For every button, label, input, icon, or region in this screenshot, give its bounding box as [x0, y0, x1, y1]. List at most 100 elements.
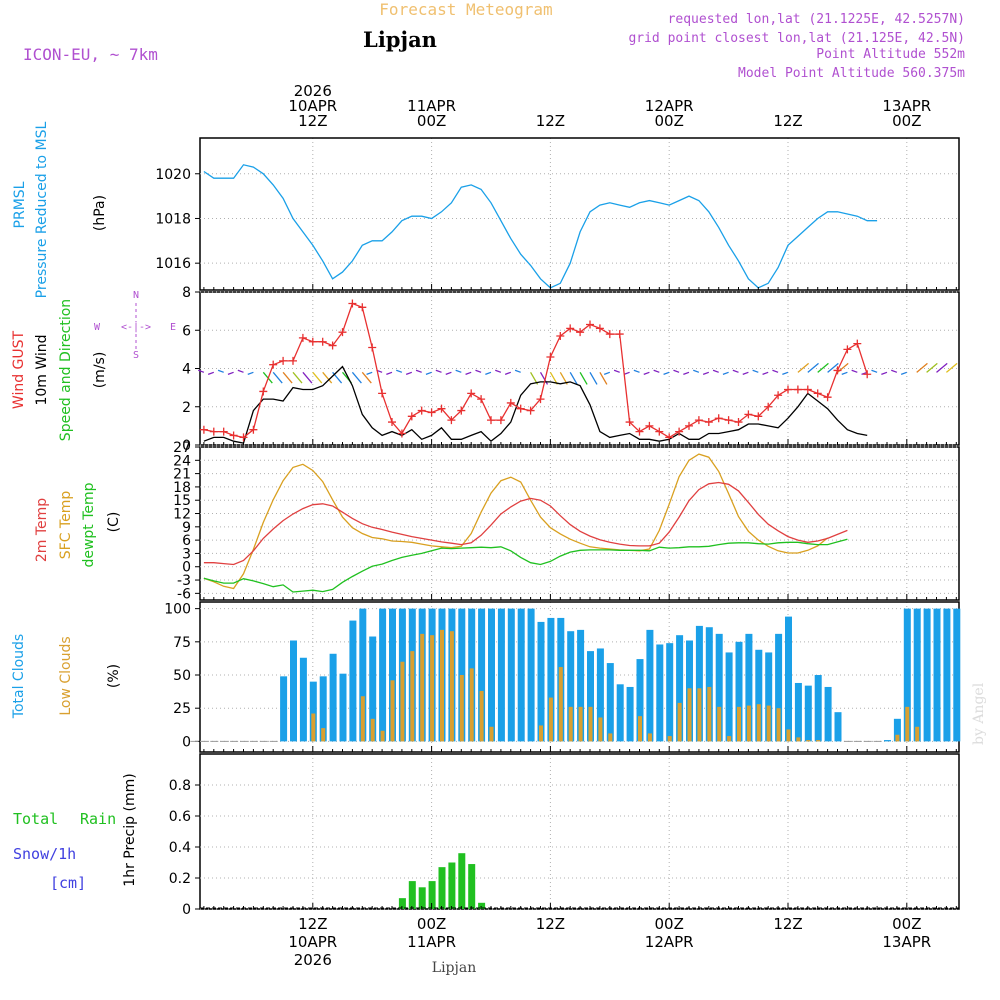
- wind-direction-arrow: [485, 371, 492, 375]
- grid-coords: grid point closest lon,lat (21.125E, 42.…: [628, 31, 965, 46]
- gust-label: Wind GUST: [11, 330, 27, 409]
- bottom-time-label: 11APR: [407, 933, 456, 951]
- total-cloud-bar: [745, 633, 753, 742]
- gust-line-marker: [536, 395, 545, 404]
- wind-direction-arrow: [673, 369, 680, 373]
- wind-direction-arrow: [207, 371, 215, 375]
- rain-bar: [478, 902, 486, 909]
- compass-icon: N S W E <-|->: [94, 290, 176, 361]
- gust-line-marker: [407, 412, 416, 421]
- low-cloud-bar: [608, 733, 613, 742]
- gust-line-marker: [863, 370, 872, 379]
- top-time-label: 12APR: [645, 97, 694, 115]
- y-tick-label: 50: [173, 668, 191, 684]
- low-cloud-bar: [746, 705, 751, 742]
- total-cloud-bar: [497, 608, 505, 742]
- wind-direction-arrow: [302, 371, 313, 384]
- wind-direction-arrow: [683, 371, 690, 375]
- gust-line: [203, 302, 868, 439]
- wind-direction-arrow: [891, 369, 898, 373]
- top-time-label: 00Z: [892, 112, 921, 130]
- gust-line-marker: [219, 427, 228, 436]
- gust-line-marker: [556, 331, 565, 340]
- total-cloud-bar: [933, 608, 941, 742]
- svg-text:E: E: [170, 322, 176, 333]
- total-cloud-bar: [488, 608, 495, 742]
- total-cloud-bar: [507, 608, 515, 742]
- total-cloud-bar: [458, 608, 466, 742]
- wind-direction-arrow: [945, 362, 958, 373]
- low-cloud-bar: [816, 740, 821, 742]
- total-cloud-bar: [319, 676, 327, 742]
- wind-direction-arrow: [817, 362, 829, 373]
- gust-line-marker: [685, 421, 693, 430]
- y-tick-label: 21: [173, 467, 191, 483]
- temp2m-label: 2m Temp: [34, 498, 50, 562]
- y-tick-label: 12: [173, 507, 191, 523]
- gust-line-marker: [576, 328, 585, 337]
- total-cloud-bar: [676, 635, 684, 742]
- gust-line-marker: [803, 385, 812, 394]
- precip-total-label: Total: [13, 810, 58, 828]
- gust-line-marker: [496, 416, 505, 425]
- total-cloud-bar: [884, 740, 891, 742]
- low-cloud-bar: [727, 736, 732, 742]
- low-cloud-bar: [311, 713, 316, 742]
- gust-line-marker: [318, 337, 327, 346]
- low-cloud-bar: [806, 740, 811, 742]
- gust-line-marker: [506, 398, 515, 407]
- gust-line-marker: [833, 366, 842, 375]
- wind-direction-arrow: [217, 369, 224, 373]
- requested-coords: requested lon,lat (21.1225E, 42.5257N): [668, 12, 965, 27]
- wind-direction-arrow: [653, 369, 660, 373]
- wind-direction-arrow: [663, 371, 670, 375]
- total-cloud-bar: [705, 627, 713, 742]
- gust-line-marker: [209, 427, 218, 436]
- c-label: (C): [106, 512, 122, 533]
- gust-line-marker: [724, 416, 733, 425]
- total-cloud-bar: [755, 649, 763, 742]
- low-cloud-bar: [370, 718, 375, 742]
- total-cloud-bar: [349, 620, 357, 742]
- y-tick-label: 3: [182, 546, 191, 562]
- bottom-time-label: 12APR: [645, 933, 694, 951]
- wind-direction-arrow: [772, 369, 779, 373]
- bottom-time-label: 12Z: [536, 915, 565, 933]
- gust-line-marker: [388, 418, 396, 427]
- low-cloud-bar: [539, 725, 543, 742]
- wind-direction-arrow: [455, 369, 462, 373]
- y-tick-label: -6: [177, 586, 191, 602]
- dir-label: Speed and Direction: [58, 299, 74, 441]
- wind-direction-arrow: [693, 369, 700, 373]
- gust-line-marker: [457, 406, 466, 415]
- wind-direction-arrow: [514, 369, 521, 373]
- total-cloud-bar: [953, 608, 961, 742]
- total-cloud-bar: [299, 657, 307, 742]
- gust-line-marker: [566, 324, 575, 333]
- y-tick-label: 27: [173, 440, 191, 456]
- svg-text:<-|->: <-|->: [121, 322, 151, 333]
- model-point-altitude: Model Point Altitude 560.375m: [738, 66, 965, 81]
- low-cloud-bar: [915, 726, 920, 742]
- wind-direction-arrow: [841, 371, 848, 375]
- gust-line-marker: [447, 416, 456, 425]
- gust-line-marker: [615, 330, 624, 339]
- pressure-line: [203, 164, 878, 289]
- wind-direction-arrow: [282, 371, 293, 384]
- total-cloud-bar: [765, 652, 773, 742]
- total-cloud-bar: [280, 676, 288, 742]
- wind-direction-arrow: [351, 371, 362, 384]
- low-cloud-bar: [400, 661, 405, 742]
- total-cloud-bar: [329, 653, 337, 742]
- low-cloud-bar: [321, 728, 326, 742]
- total-cloud-bar: [923, 608, 931, 742]
- panel-frame: [199, 753, 960, 910]
- y-tick-label: -3: [177, 573, 191, 589]
- gust-line-marker: [784, 385, 792, 394]
- wind-direction-arrow: [425, 371, 432, 375]
- rain-bar: [398, 898, 406, 909]
- low-cloud-bar: [430, 635, 435, 742]
- top-time-label: 12Z: [536, 112, 565, 130]
- y-tick-label: 0: [182, 438, 191, 454]
- wind-direction-arrow: [475, 369, 482, 373]
